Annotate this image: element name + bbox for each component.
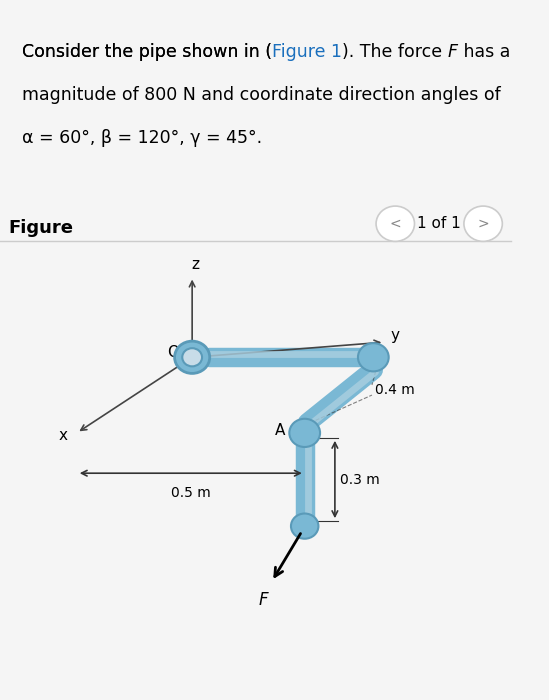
Text: F: F xyxy=(259,591,268,608)
Circle shape xyxy=(291,514,318,539)
Circle shape xyxy=(376,206,414,241)
Text: has a: has a xyxy=(457,43,510,61)
Text: α = 60°, β = 120°, γ = 45°.: α = 60°, β = 120°, γ = 45°. xyxy=(22,130,262,148)
Text: Consider the pipe shown in (: Consider the pipe shown in ( xyxy=(22,43,272,61)
Text: magnitude of 800 N and coordinate direction angles of: magnitude of 800 N and coordinate direct… xyxy=(22,86,501,104)
Text: Consider the pipe shown in (: Consider the pipe shown in ( xyxy=(22,43,272,61)
Text: 0.5 m: 0.5 m xyxy=(171,486,211,500)
Circle shape xyxy=(182,348,202,366)
Text: y: y xyxy=(391,328,400,342)
Text: O: O xyxy=(167,344,179,360)
Text: Figure 1: Figure 1 xyxy=(272,43,342,61)
Circle shape xyxy=(358,343,389,372)
Circle shape xyxy=(464,206,502,241)
Text: F: F xyxy=(447,43,457,61)
Text: Figure: Figure xyxy=(8,218,73,237)
Text: A: A xyxy=(275,423,285,438)
Text: Consider the pipe shown in (​Figure 1). The force ​​​​​​ has a: Consider the pipe shown in (​Figure 1). … xyxy=(22,43,500,61)
Text: x: x xyxy=(59,428,68,443)
Text: 1 of 1: 1 of 1 xyxy=(417,216,461,231)
Text: ). The force: ). The force xyxy=(342,43,447,61)
Circle shape xyxy=(175,341,210,373)
Text: >: > xyxy=(477,217,489,231)
Text: 0.3 m: 0.3 m xyxy=(340,473,380,486)
Text: 0.4 m: 0.4 m xyxy=(375,383,414,397)
Circle shape xyxy=(289,419,320,447)
Text: <: < xyxy=(389,217,401,231)
Text: z: z xyxy=(191,257,199,272)
